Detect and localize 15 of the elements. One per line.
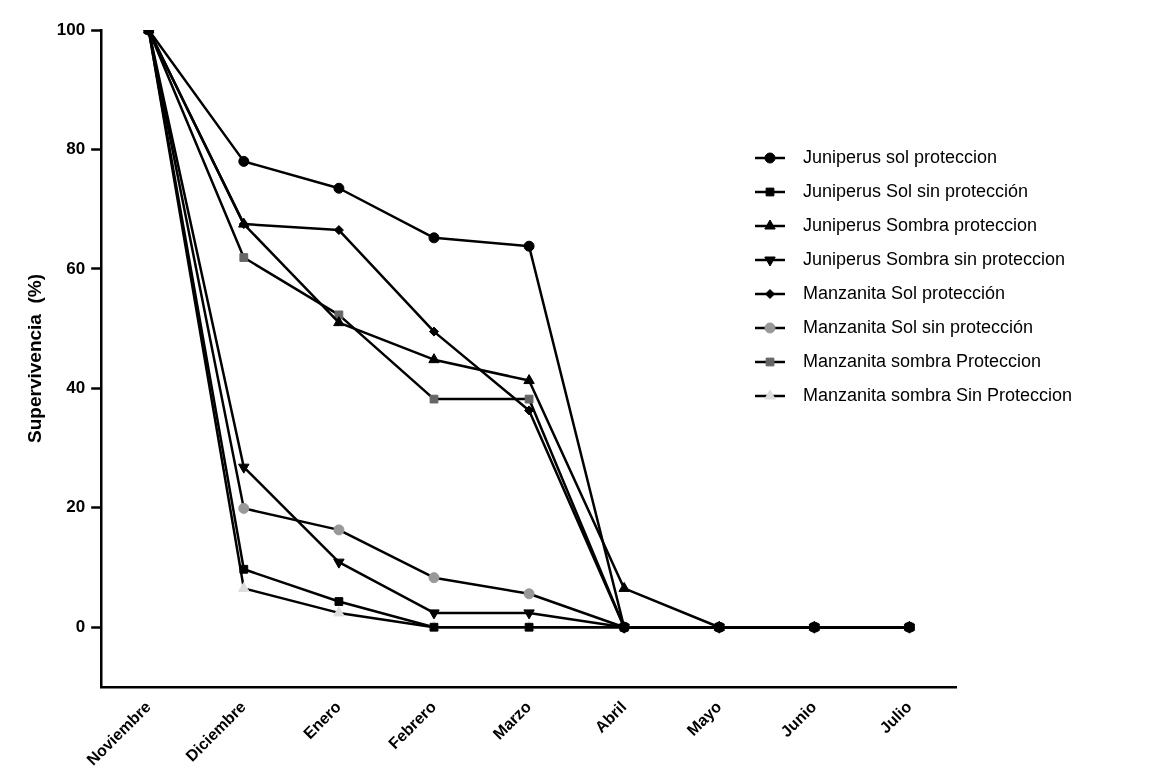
y-tick-label: 100 [56,19,86,39]
legend-label: Juniperus Sombra proteccion [803,214,1038,235]
legend-label: Manzanita Sol sin protección [803,316,1034,337]
y-tick-label: 40 [66,378,86,398]
legend-label: Manzanita sombra Proteccion [803,350,1042,371]
y-tick-label: 0 [75,616,86,636]
y-tick-label: 20 [66,497,86,517]
y-tick-label: 80 [66,139,86,159]
y-tick-label: 60 [66,258,86,278]
legend-label: Manzanita Sol protección [803,282,1006,303]
legend-label: Manzanita sombra Sin Proteccion [803,384,1073,405]
legend-label: Juniperus Sol sin protección [803,180,1029,201]
legend-label: Juniperus sol proteccion [803,146,998,167]
y-axis-title: Supervivencia (%) [23,274,45,443]
legend-label: Juniperus Sombra sin proteccion [803,248,1066,269]
